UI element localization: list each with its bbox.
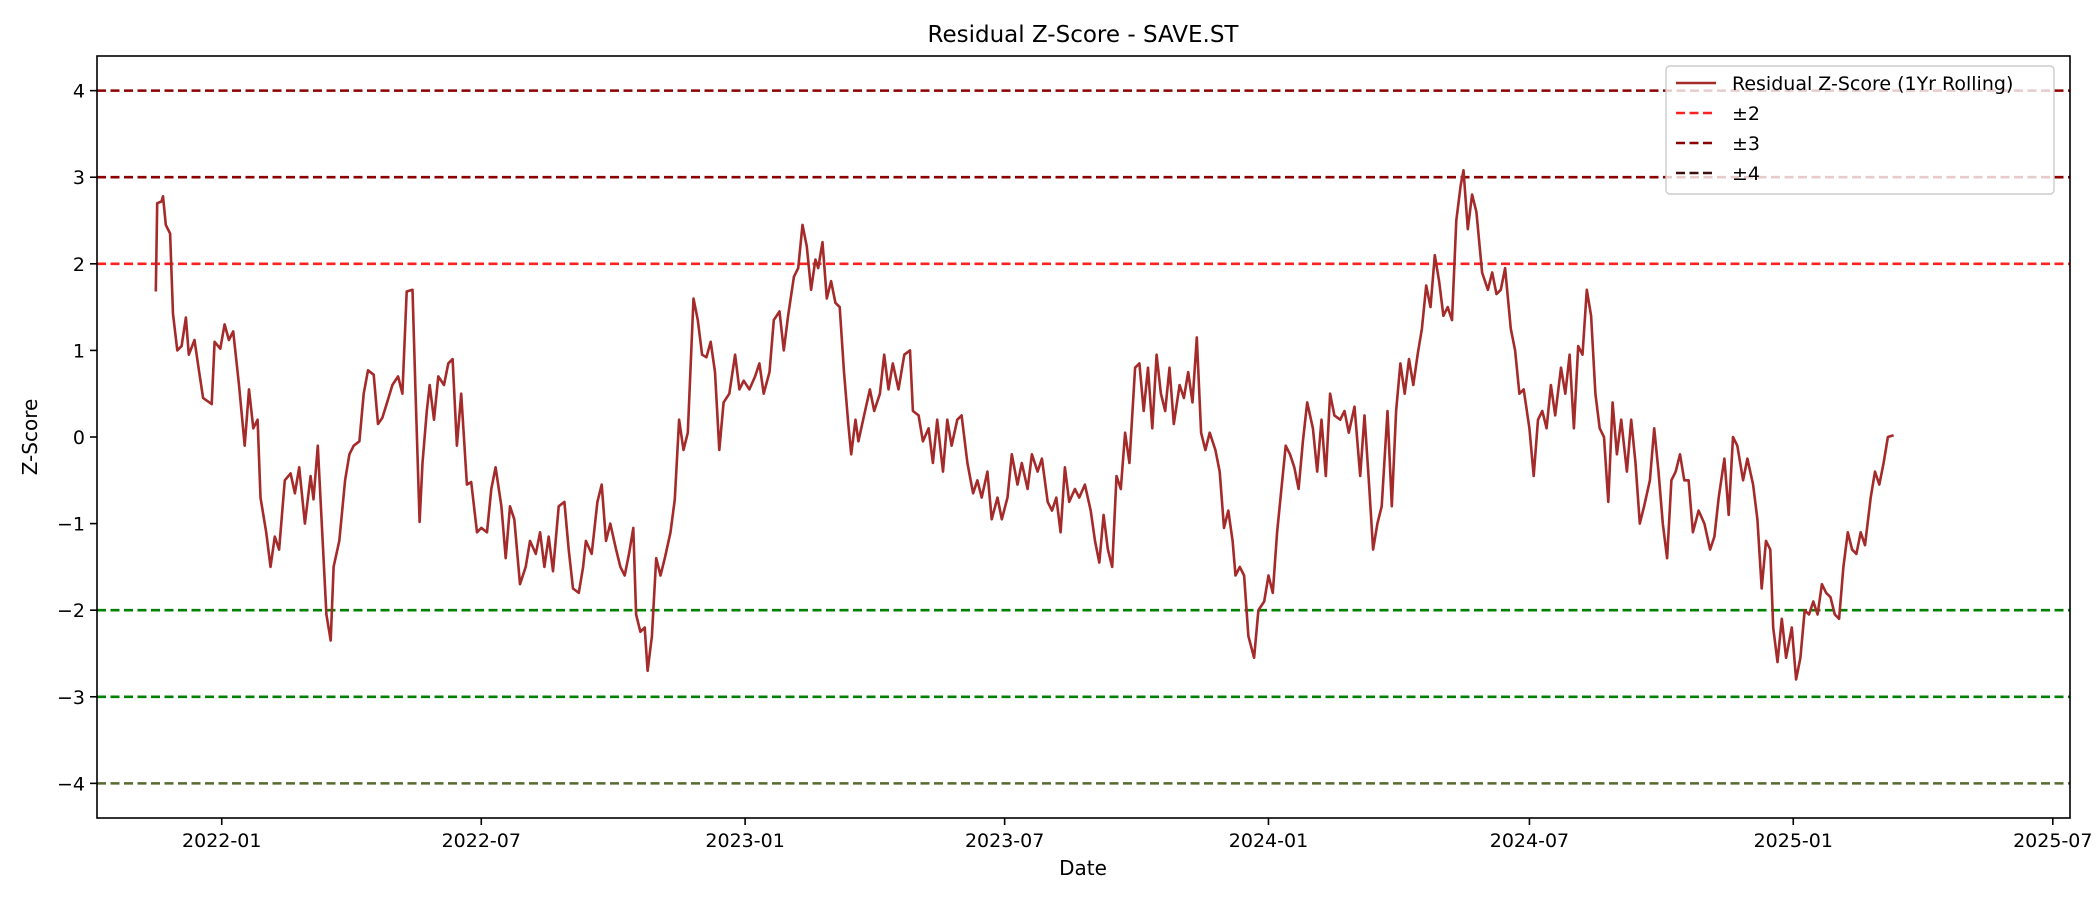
x-tick-label: 2022-01 — [182, 830, 261, 852]
y-tick-label: −2 — [57, 600, 85, 622]
axes: 4 3 2 1 0 −1 −2 −3 −4 2022-01 2022-07 2023-01 2023-0… — [57, 55, 2092, 852]
x-tick-label: 2024-01 — [1229, 830, 1308, 852]
threshold-lines — [97, 89, 2070, 785]
x-tick-label: 2025-07 — [2013, 830, 2092, 852]
series-layer — [154, 169, 1894, 681]
x-tick-label: 2025-01 — [1754, 830, 1833, 852]
legend-label: ±4 — [1732, 163, 1760, 185]
y-tick-label: −1 — [57, 514, 85, 536]
x-tick-label: 2022-07 — [442, 830, 521, 852]
y-tick-label: 1 — [73, 340, 85, 362]
y-tick-label: 2 — [73, 254, 85, 276]
y-tick-label: 0 — [73, 427, 85, 449]
x-tick-label: 2024-07 — [1490, 830, 1569, 852]
legend-label: Residual Z-Score (1Yr Rolling) — [1732, 73, 2013, 95]
legend-box — [1665, 65, 2055, 195]
y-tick-label: −3 — [57, 687, 85, 709]
x-tick-label: 2023-01 — [705, 830, 784, 852]
chart-title: Residual Z-Score - SAVE.ST — [928, 22, 1240, 48]
series-line — [154, 169, 1894, 681]
y-tick-label: 4 — [73, 81, 85, 103]
x-axis-label: Date — [1059, 856, 1107, 880]
x-tick-label: 2023-07 — [965, 830, 1044, 852]
legend: Residual Z-Score (1Yr Rolling) ±2 ±3 ±4 — [1665, 65, 2055, 195]
legend-label: ±2 — [1732, 103, 1760, 125]
y-axis-label: Z-Score — [18, 399, 42, 476]
y-tick-label: −4 — [57, 773, 85, 795]
legend-label: ±3 — [1732, 133, 1760, 155]
y-tick-label: 3 — [73, 167, 85, 189]
